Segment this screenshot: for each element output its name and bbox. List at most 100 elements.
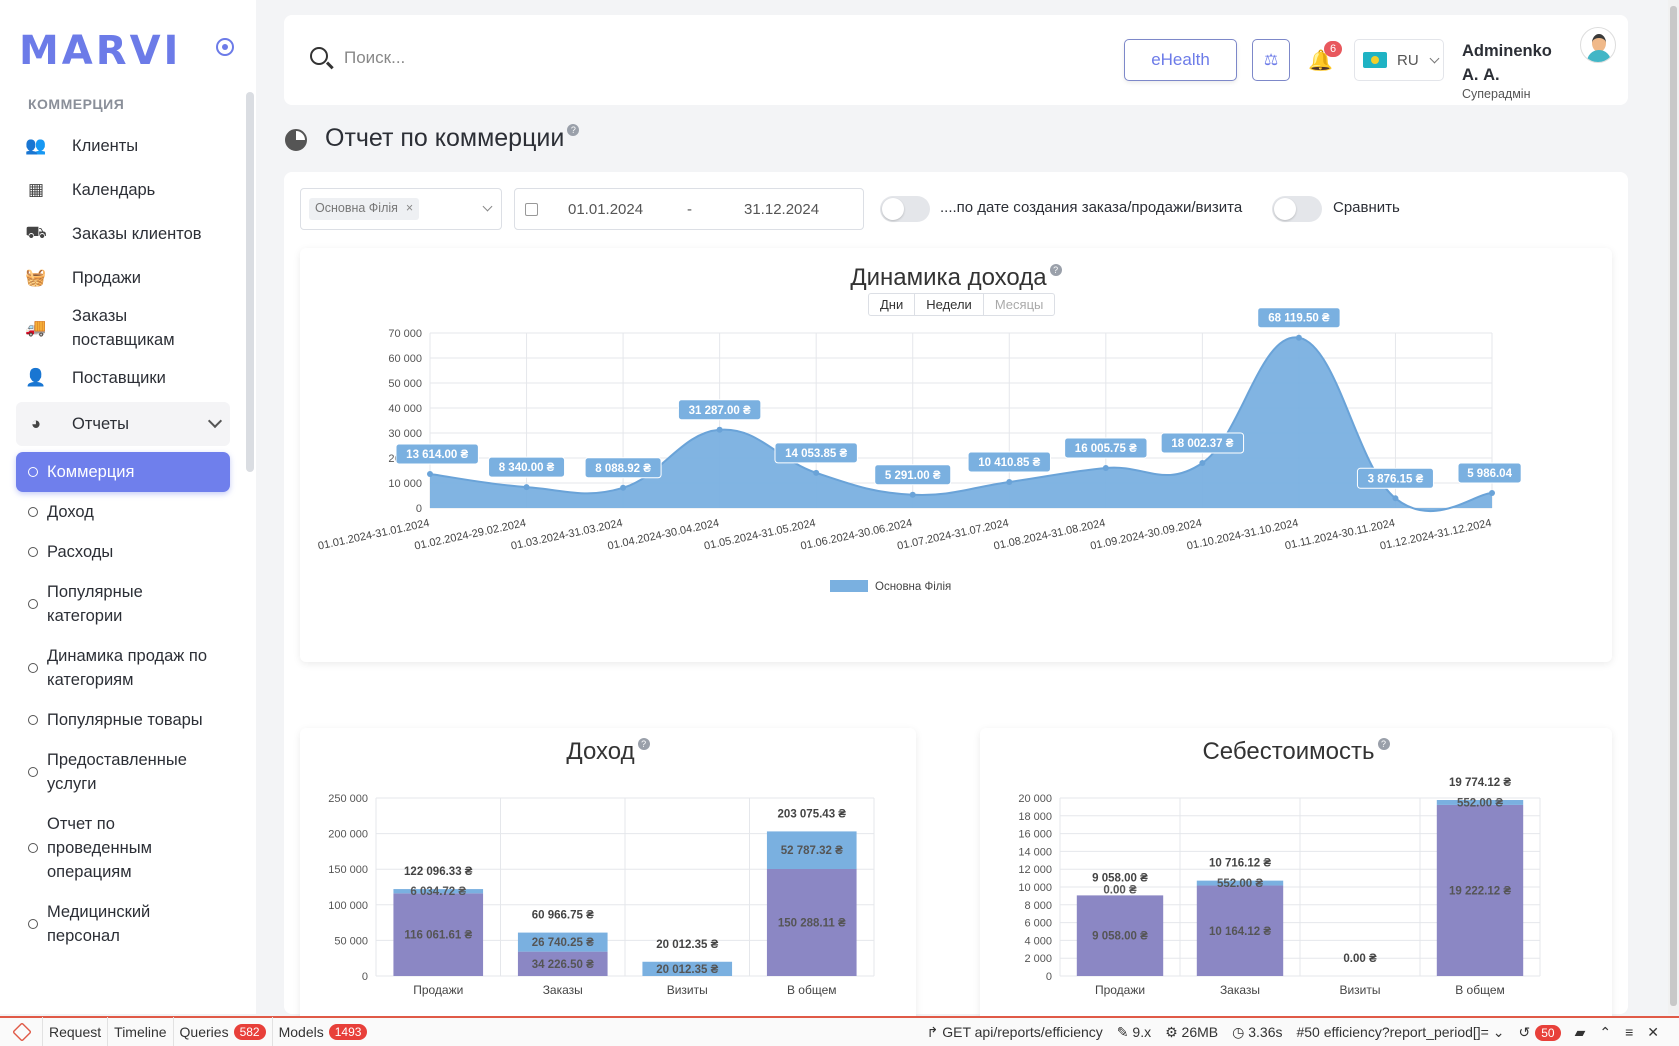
- x-tick-label: Визиты: [667, 983, 708, 997]
- search-input[interactable]: [344, 43, 844, 73]
- help-icon[interactable]: ?: [637, 738, 650, 750]
- chevron-down-icon: [1429, 53, 1440, 63]
- sidebar-item-sales[interactable]: 🧺 Продажи: [25, 268, 141, 287]
- debug-tab-timeline[interactable]: Timeline: [107, 1017, 172, 1046]
- scale-icon: ⚖: [1263, 52, 1279, 69]
- sidebar-item-suppliers[interactable]: 👤 Поставщики: [25, 368, 166, 387]
- data-label-bg: [1457, 462, 1522, 484]
- page-title: Отчет по коммерции?: [325, 124, 580, 153]
- queries-badge: 582: [233, 1024, 266, 1040]
- sidebar-subitem-commerce[interactable]: Коммерция: [16, 452, 230, 492]
- avatar[interactable]: [1580, 27, 1616, 63]
- close-icon[interactable]: ✕: [1647, 1023, 1659, 1040]
- bar-label: 150 288.11 ₴: [778, 917, 846, 929]
- calendar-icon: [525, 203, 538, 216]
- reports-submenu: Коммерция Доход Расходы Популярные катег…: [16, 452, 230, 956]
- x-tick-label: Продажи: [413, 983, 463, 997]
- bar-segment: [642, 961, 733, 976]
- data-label-bg: [967, 451, 1051, 473]
- bar-segment: [1076, 895, 1164, 976]
- sidebar-subitem-sales-dynamics[interactable]: Динамика продаж по категориям: [16, 636, 230, 700]
- tab-months[interactable]: Месяцы: [994, 297, 1044, 312]
- top-header: eHealth ⚖ 🔔 6 RU Adminenko А. А. Суперад…: [284, 15, 1628, 105]
- compare-toggle[interactable]: [1272, 196, 1322, 222]
- data-label-bg: [1064, 437, 1148, 459]
- y-tick-label: 0: [362, 971, 368, 983]
- sidebar-subitem-expenses[interactable]: Расходы: [16, 532, 230, 572]
- scale-button[interactable]: ⚖: [1252, 39, 1290, 81]
- debug-tab-request[interactable]: Request: [42, 1017, 107, 1046]
- help-icon[interactable]: ?: [1049, 264, 1062, 276]
- data-label: 68 119.50 ₴: [1268, 313, 1330, 325]
- ehealth-button[interactable]: eHealth: [1124, 39, 1237, 81]
- y-tick-label: 14 000: [1018, 846, 1052, 858]
- folder-icon[interactable]: ▰: [1574, 1023, 1586, 1040]
- sidebar-subitem-popular-categories[interactable]: Популярные категории: [16, 572, 230, 636]
- sidebar-item-clients[interactable]: 👥 Клиенты: [25, 136, 139, 155]
- x-tick-label: 01.04.2024-30.04.2024: [606, 517, 720, 552]
- branch-select[interactable]: Основна Філія ×: [300, 188, 502, 230]
- bar-segment: [766, 831, 857, 869]
- data-point: [1199, 459, 1206, 466]
- collapse-icon[interactable]: ⌃: [1599, 1023, 1612, 1040]
- sidebar-scrollbar[interactable]: [246, 92, 254, 472]
- sidebar-subitem-operations-report[interactable]: Отчет по проведенным операциям: [16, 804, 230, 892]
- help-icon[interactable]: ?: [567, 124, 580, 136]
- bar-label: 0.00 ₴: [1103, 884, 1137, 896]
- data-point: [716, 426, 723, 433]
- circle-icon: [28, 599, 38, 609]
- data-label: 5 291.00 ₴: [885, 470, 941, 482]
- date-range-picker[interactable]: 01.01.2024 - 31.12.2024: [514, 188, 864, 230]
- sidebar-subitem-services[interactable]: Предоставленные услуги: [16, 740, 230, 804]
- history-badge: 50: [1535, 1024, 1561, 1041]
- settings-icon[interactable]: ≡: [1625, 1024, 1634, 1040]
- bar-label: 26 740.25 ₴: [532, 937, 594, 949]
- laravel-icon[interactable]: [12, 1022, 32, 1042]
- sidebar-subitem-income[interactable]: Доход: [16, 492, 230, 532]
- legend-swatch: [830, 580, 868, 592]
- pin-sidebar-icon[interactable]: [216, 38, 234, 56]
- sidebar-item-reports[interactable]: ◕ Отчеты: [16, 402, 230, 446]
- bar-label: 552.00 ₴: [1457, 797, 1503, 809]
- logo[interactable]: MARVI: [19, 28, 182, 74]
- sidebar-subitem-popular-products[interactable]: Популярные товары: [16, 700, 230, 740]
- sidebar-item-supplier-orders[interactable]: 🚚 Заказы поставщикам: [25, 307, 175, 349]
- sidebar-item-calendar[interactable]: ▦ Календарь: [27, 180, 156, 199]
- y-tick-label: 4 000: [1024, 935, 1052, 947]
- flag-icon: [1363, 52, 1387, 68]
- sidebar-section-title: КОММЕРЦИЯ: [28, 96, 125, 112]
- circle-icon: [28, 507, 38, 517]
- creation-date-toggle[interactable]: [880, 196, 930, 222]
- income-title: Доход?: [300, 738, 916, 766]
- y-tick-label: 16 000: [1018, 829, 1052, 841]
- date-to: 31.12.2024: [744, 201, 820, 218]
- route-select[interactable]: #50 efficiency?report_period[]= ⌄: [1296, 1023, 1505, 1040]
- sidebar-subitem-medical-staff[interactable]: Медицинский персонал: [16, 892, 230, 956]
- tab-days[interactable]: Дни: [869, 294, 916, 315]
- help-icon[interactable]: ?: [1377, 738, 1390, 750]
- bar-label: 52 787.32 ₴: [781, 845, 843, 857]
- debug-tab-models[interactable]: Models 1493: [271, 1017, 374, 1046]
- creation-date-toggle-label: ....по дате создания заказа/продажи/визи…: [940, 199, 1243, 216]
- language-select[interactable]: RU: [1354, 39, 1444, 81]
- history-icon[interactable]: ↺ 50: [1518, 1024, 1561, 1041]
- income-card: Доход? 0 50 000 100 000 150 000 200 000 250 0…: [300, 728, 916, 1028]
- data-point: [427, 470, 433, 477]
- remove-chip-icon[interactable]: ×: [405, 201, 414, 215]
- tab-weeks[interactable]: Недели: [915, 294, 984, 315]
- y-tick-label: 200 000: [328, 829, 368, 841]
- data-label: 3 876.15 ₴: [1368, 473, 1424, 485]
- x-tick-label: 01.08.2024-31.08.2024: [993, 517, 1107, 552]
- debug-tab-queries[interactable]: Queries 582: [172, 1017, 272, 1046]
- x-tick-label: В общем: [787, 983, 837, 997]
- sidebar-item-client-orders[interactable]: ⛟ Заказы клиентов: [25, 223, 202, 243]
- y-tick-label: 70 000: [388, 328, 422, 340]
- y-tick-label: 2 000: [1024, 953, 1052, 965]
- bar-segment: [1196, 885, 1284, 976]
- data-label-bg: [1160, 432, 1245, 454]
- page-scrollbar[interactable]: [1668, 0, 1679, 1014]
- user-name[interactable]: Adminenko А. А.: [1462, 42, 1552, 84]
- y-tick-label: 30 000: [388, 428, 422, 440]
- data-label-bg: [395, 443, 479, 465]
- x-tick-label: 01.10.2024-31.10.2024: [1186, 517, 1300, 552]
